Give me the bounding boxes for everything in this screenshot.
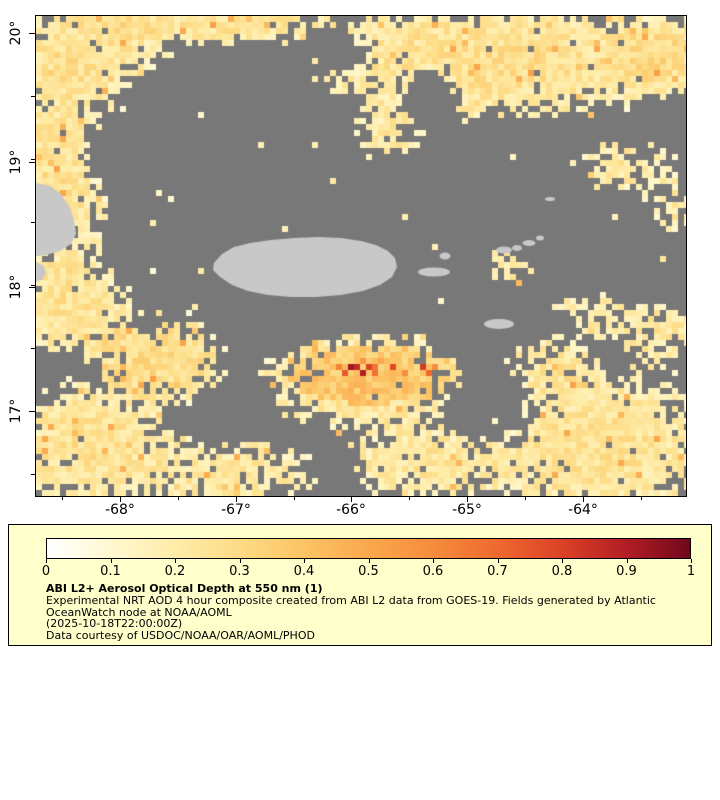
x-minor-tick — [294, 497, 295, 500]
colorbar-tick — [304, 559, 305, 563]
colorbar-tick — [239, 559, 241, 563]
colorbar-tick-label: 0.5 — [358, 564, 379, 579]
y-axis-label: 19° — [8, 149, 24, 175]
colorbar-tick — [562, 559, 563, 563]
colorbar-scale: 0 0.1 0.2 0.3 0.4 0.5 0.6 0.7 0.8 0.9 1 — [42, 559, 695, 579]
x-major-tick — [583, 497, 584, 502]
colorbar-tick-label: 1 — [686, 564, 696, 579]
colorbar-tick — [175, 559, 176, 563]
colorbar-tick — [433, 559, 434, 563]
legend-description-line-1: Experimental NRT AOD 4 hour composite cr… — [46, 593, 656, 607]
colorbar-tick-label: 0.9 — [616, 564, 637, 579]
x-minor-tick — [62, 497, 63, 500]
x-minor-tick — [525, 497, 526, 500]
legend-title: ABI L2+ Aerosol Optical Depth at 550 nm … — [46, 582, 323, 595]
aod-raster-image — [36, 16, 686, 496]
x-minor-tick — [409, 497, 410, 500]
y-axis-label: 18° — [8, 274, 24, 300]
x-axis-label: -64° — [568, 502, 598, 518]
colorbar-tick — [497, 559, 499, 563]
colorbar-tick-label: 0.4 — [293, 564, 315, 579]
legend-panel: 0 0.1 0.2 0.3 0.4 0.5 0.6 0.7 0.8 0.9 1 ABI L2+ Ae… — [8, 524, 712, 646]
x-major-tick — [120, 497, 121, 502]
colorbar-tick — [46, 559, 47, 563]
colorbar-tick — [626, 559, 628, 563]
x-axis-label: -67° — [221, 502, 251, 518]
colorbar-tick-label: 0.1 — [100, 564, 121, 579]
x-axis-label: -65° — [452, 502, 482, 518]
y-axis-label: 17° — [8, 398, 24, 424]
colorbar-tick — [691, 559, 692, 563]
colorbar-tick-label: 0.8 — [551, 564, 573, 579]
colorbar-tick-label: 0.3 — [229, 564, 250, 579]
x-axis-label: -68° — [105, 502, 135, 518]
x-minor-tick — [641, 497, 642, 500]
legend-text-block: ABI L2+ Aerosol Optical Depth at 550 nm … — [46, 583, 701, 642]
colorbar — [46, 538, 691, 559]
x-axis-label: -66° — [336, 502, 366, 518]
x-minor-tick — [178, 497, 179, 500]
legend-courtesy: Data courtesy of USDOC/NOAA/OAR/AOML/PHO… — [46, 629, 315, 643]
colorbar-tick-label: 0.7 — [487, 564, 508, 579]
x-major-tick — [351, 497, 352, 502]
aod-map — [35, 15, 687, 497]
colorbar-tick-label: 0.2 — [164, 564, 186, 579]
legend-timestamp: (2025-10-18T22:00:00Z) — [46, 617, 183, 631]
colorbar-tick-label: 0 — [41, 564, 51, 579]
x-major-tick — [467, 497, 468, 502]
x-major-tick — [236, 497, 237, 502]
colorbar-tick-label: 0.6 — [422, 564, 444, 579]
colorbar-tick — [368, 559, 370, 563]
colorbar-tick — [110, 559, 112, 563]
y-axis-label: 20° — [8, 20, 24, 46]
legend-description-line-2: OceanWatch node at NOAA/AOML — [46, 605, 232, 619]
